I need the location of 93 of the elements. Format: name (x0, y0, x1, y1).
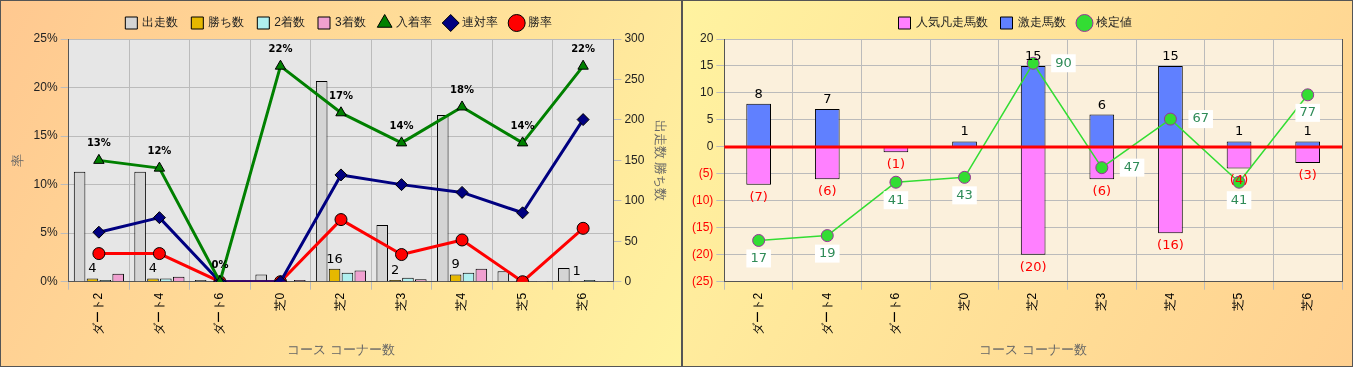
x-tick-label: ダート2 (750, 292, 765, 336)
data-label: 9 (451, 256, 460, 272)
data-label: 12% (147, 145, 172, 157)
data-label: 17 (750, 249, 767, 265)
y-axis-title: 率 (10, 153, 26, 167)
data-label: 4 (148, 260, 158, 276)
legend-label: 勝率 (527, 15, 552, 30)
x-tick-label: 芝0 (956, 292, 971, 312)
y-tick-label: 25% (33, 31, 58, 46)
y-tick-label: 15% (33, 128, 58, 143)
y2-tick-label: 200 (624, 112, 645, 127)
legend-label: 出走数 (142, 15, 179, 30)
y-tick-label: 5 (706, 112, 714, 127)
x-tick-label: 芝0 (272, 292, 287, 312)
y-tick-label: 20 (699, 31, 714, 46)
x-axis-title: コース コーナー数 (287, 341, 395, 357)
x-axis-title: コース コーナー数 (979, 341, 1087, 357)
y-tick-label: (10) (692, 193, 714, 208)
data-label: 4 (88, 260, 97, 276)
data-label: (3) (1298, 167, 1317, 183)
data-label: 14% (389, 119, 414, 131)
x-tick-label: 芝2 (1025, 292, 1040, 312)
data-label: 6 (1097, 96, 1106, 112)
y2-tick-label: 300 (624, 31, 645, 46)
data-label: 16 (326, 250, 343, 266)
y2-axis-title: 出走数 勝ち数 (652, 119, 668, 202)
legend-label: 検定値 (1095, 15, 1132, 30)
x-tick-label: 芝4 (1162, 292, 1177, 312)
legend-label: 激走馬数 (1017, 15, 1066, 30)
legend-label: 3着数 (335, 15, 366, 30)
y-tick-label: 0 (706, 139, 714, 154)
data-label: 15 (1024, 47, 1042, 63)
y-tick-label: (15) (692, 220, 714, 235)
y2-tick-label: 150 (624, 152, 645, 167)
x-tick-label: 芝5 (1231, 292, 1246, 312)
x-tick-label: 芝3 (1094, 292, 1109, 312)
data-label: (7) (749, 188, 768, 204)
data-label: 67 (1192, 110, 1209, 126)
legend-label: 勝ち数 (208, 15, 245, 30)
data-label: 43 (956, 186, 973, 202)
x-tick-label: ダート4 (151, 292, 166, 336)
x-tick-label: ダート4 (819, 292, 834, 336)
x-tick-label: ダート6 (212, 292, 227, 336)
y2-tick-label: 100 (624, 193, 645, 208)
x-tick-label: 芝5 (514, 292, 529, 312)
y2-tick-label: 0 (624, 274, 632, 289)
data-label: 47 (1123, 159, 1141, 175)
data-label: (6) (1092, 183, 1112, 199)
data-label: 1 (1303, 123, 1312, 139)
data-label: 7 (823, 91, 832, 107)
y-tick-label: 5% (40, 225, 58, 240)
y2-tick-label: 50 (624, 233, 639, 248)
y-tick-label: 15 (699, 58, 714, 73)
data-label: 13% (86, 137, 111, 149)
data-label: 77 (1299, 104, 1316, 120)
y-tick-label: (25) (692, 274, 714, 289)
data-label: 1 (1234, 123, 1244, 139)
y2-tick-label: 250 (624, 71, 645, 86)
x-tick-label: ダート6 (888, 292, 903, 336)
y-tick-label: 10 (699, 85, 714, 100)
y-tick-label: (5) (698, 166, 714, 181)
x-tick-label: 芝4 (454, 292, 469, 312)
data-label: (16) (1157, 237, 1184, 253)
x-tick-label: 芝6 (575, 292, 590, 312)
x-tick-label: ダート2 (91, 292, 106, 336)
y-tick-label: 10% (33, 176, 58, 191)
data-label: 15 (1162, 47, 1179, 63)
data-label: 17% (329, 89, 353, 101)
x-tick-label: 芝3 (393, 292, 408, 312)
data-label: 1 (960, 123, 969, 139)
data-label: 41 (887, 191, 905, 207)
x-tick-label: 芝2 (333, 292, 348, 312)
legend-label: 人気凡走馬数 (915, 15, 988, 30)
data-label: (1) (886, 156, 906, 172)
legend-label: 連対率 (461, 15, 498, 30)
x-tick-label: 芝6 (1300, 292, 1314, 312)
legend-label: 2着数 (274, 15, 306, 30)
data-label: 41 (1230, 191, 1248, 207)
data-label: 18% (450, 83, 475, 95)
y-tick-label: 0% (40, 274, 58, 289)
y-tick-label: (20) (692, 247, 714, 262)
data-label: 22% (268, 43, 293, 55)
data-label: 19 (819, 244, 836, 260)
data-label: (6) (818, 183, 837, 199)
data-label: 1 (572, 262, 581, 278)
data-label: 22% (571, 43, 596, 55)
y-tick-label: 20% (33, 79, 58, 94)
data-label: 8 (754, 85, 763, 101)
legend-label: 入着率 (395, 15, 432, 30)
data-label: 14% (510, 119, 535, 131)
data-label: 2 (390, 262, 400, 278)
data-label: (20) (1019, 258, 1047, 274)
data-label: 90 (1055, 54, 1072, 70)
